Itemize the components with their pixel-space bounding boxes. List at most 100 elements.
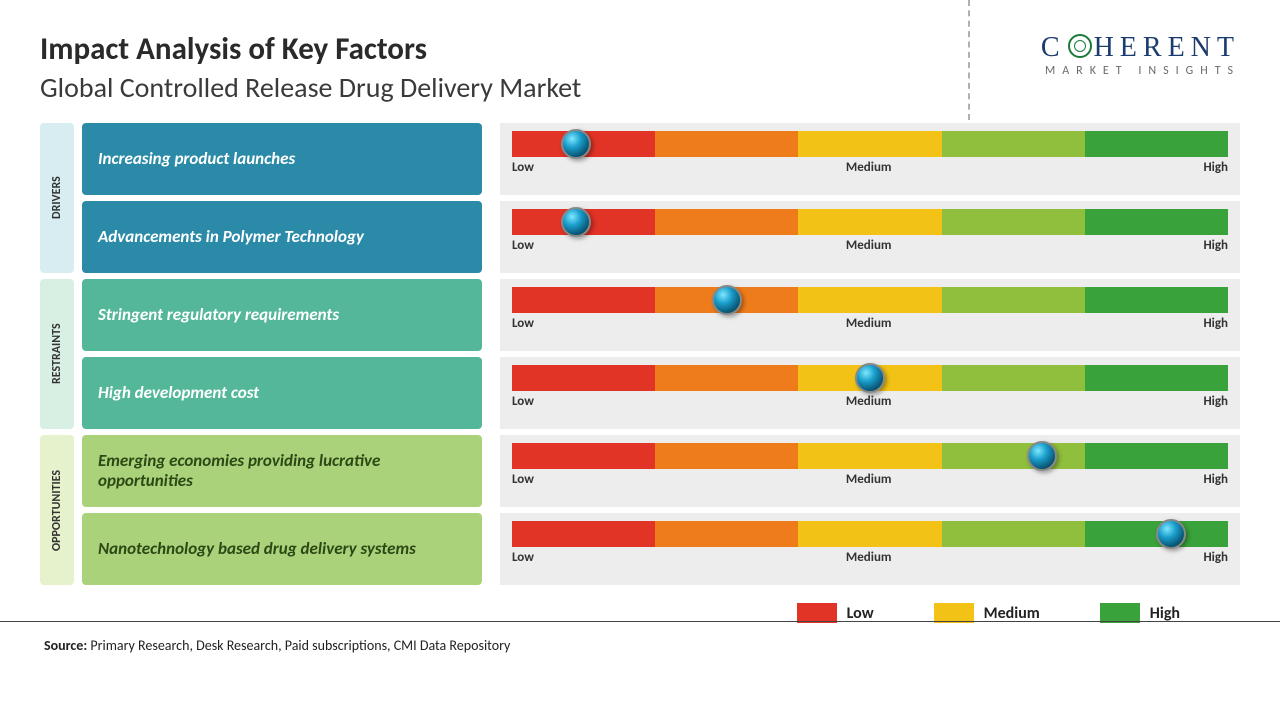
scale-knob xyxy=(1027,441,1057,471)
scale-wrap: Low Medium High xyxy=(500,513,1240,585)
scale-knob xyxy=(561,207,591,237)
scale-label-high: High xyxy=(1203,550,1228,565)
scale-segment xyxy=(942,443,1085,469)
scale-bar xyxy=(512,287,1228,313)
brand-logo: C HERENT MARKET INSIGHTS xyxy=(1041,30,1240,78)
factor-row: High development cost LowMediumHigh xyxy=(82,357,1240,429)
scale-segment xyxy=(655,521,798,547)
category-label: RESTRAINTS xyxy=(40,279,74,429)
page-subtitle: Global Controlled Release Drug Delivery … xyxy=(40,70,1041,105)
horizontal-rule xyxy=(0,621,1280,622)
scale-segment xyxy=(942,521,1085,547)
scale-segment xyxy=(798,209,941,235)
category-column: DRIVERS RESTRAINTS OPPORTUNITIES xyxy=(40,123,74,585)
source-text: Primary Research, Desk Research, Paid su… xyxy=(87,637,510,654)
category-label: DRIVERS xyxy=(40,123,74,273)
page-root: Impact Analysis of Key Factors Global Co… xyxy=(0,0,1280,664)
legend: Low Medium High xyxy=(40,585,1240,631)
factor-box: Emerging economies providing lucrative o… xyxy=(82,435,482,507)
scale-wrap: Low Medium High xyxy=(500,435,1240,507)
scale-segment xyxy=(512,287,655,313)
scale-wrap: Low Medium High xyxy=(500,123,1240,195)
scale-label-low: Low xyxy=(512,316,534,331)
source-label: Source: xyxy=(44,637,87,654)
scale-label-medium: Medium xyxy=(846,472,892,487)
scale-label-high: High xyxy=(1203,316,1228,331)
factor-box: High development cost xyxy=(82,357,482,429)
scale-segment xyxy=(942,131,1085,157)
scale-label-low: Low xyxy=(512,238,534,253)
scale-labels: LowMediumHigh xyxy=(512,394,1228,409)
legend-item: High xyxy=(1100,603,1180,623)
source-line: Source: Primary Research, Desk Research,… xyxy=(40,637,1240,654)
factor-row: Stringent regulatory requirements Low Medi… xyxy=(82,279,1240,351)
scale-bar xyxy=(512,209,1228,235)
factor-box: Nanotechnology based drug delivery syste… xyxy=(82,513,482,585)
scale-label-medium: Medium xyxy=(846,550,892,565)
scale-bar xyxy=(512,131,1228,157)
legend-swatch xyxy=(934,603,974,623)
logo-sub: MARKET INSIGHTS xyxy=(1041,64,1240,78)
scale-labels: Low Medium High xyxy=(512,550,1228,565)
scale-label-high: High xyxy=(1203,472,1228,487)
scale-labels: Low Medium High xyxy=(512,472,1228,487)
scale-label-low: Low xyxy=(512,394,534,409)
scale-wrap: Low Medium High xyxy=(500,279,1240,351)
legend-swatch xyxy=(797,603,837,623)
scale-label-low: Low xyxy=(512,550,534,565)
scale-segment xyxy=(655,443,798,469)
scale-knob xyxy=(1156,519,1186,549)
scale-label-low: Low xyxy=(512,472,534,487)
globe-icon xyxy=(1068,34,1092,58)
legend-label: Low xyxy=(847,604,874,623)
logo-text-c: C xyxy=(1041,32,1066,63)
factor-row: Nanotechnology based drug delivery syste… xyxy=(82,513,1240,585)
scale-segment xyxy=(1085,209,1228,235)
scale-label-medium: Medium xyxy=(846,238,892,253)
header-divider xyxy=(968,0,970,120)
legend-swatch xyxy=(1100,603,1140,623)
scale-segment xyxy=(798,521,941,547)
legend-item: Low xyxy=(797,603,874,623)
scale-segment xyxy=(798,443,941,469)
scale-segment xyxy=(942,287,1085,313)
rows-column: Increasing product launches Low Medium High… xyxy=(82,123,1240,585)
factor-box: Stringent regulatory requirements xyxy=(82,279,482,351)
scale-segment xyxy=(512,365,655,391)
scale-label-high: High xyxy=(1203,394,1228,409)
scale-knob xyxy=(712,285,742,315)
scale-segment xyxy=(1085,365,1228,391)
scale-wrap: Low Medium High xyxy=(500,201,1240,273)
scale-segment xyxy=(655,365,798,391)
scale-label-medium: Medium xyxy=(846,316,892,331)
scale-segment xyxy=(655,131,798,157)
title-block: Impact Analysis of Key Factors Global Co… xyxy=(40,30,1041,105)
category-label: OPPORTUNITIES xyxy=(40,435,74,585)
scale-label-high: High xyxy=(1203,238,1228,253)
logo-main: C HERENT xyxy=(1041,32,1240,64)
logo-text-rest: HERENT xyxy=(1094,32,1240,63)
scale-wrap: LowMediumHigh xyxy=(500,357,1240,429)
scale-labels: Low Medium High xyxy=(512,316,1228,331)
factor-row: Increasing product launches Low Medium High xyxy=(82,123,1240,195)
scale-segment xyxy=(1085,131,1228,157)
scale-bar xyxy=(512,521,1228,547)
chart-body: DRIVERS RESTRAINTS OPPORTUNITIES Increasin… xyxy=(40,123,1240,585)
factor-box: Increasing product launches xyxy=(82,123,482,195)
legend-label: High xyxy=(1150,604,1180,623)
legend-label: Medium xyxy=(984,604,1040,623)
scale-segment xyxy=(512,443,655,469)
scale-segment xyxy=(942,365,1085,391)
scale-segment xyxy=(798,131,941,157)
scale-segment xyxy=(512,521,655,547)
scale-segment xyxy=(942,209,1085,235)
factor-row: Advancements in Polymer TechnologyLowMed… xyxy=(82,201,1240,273)
scale-bar xyxy=(512,443,1228,469)
scale-segment xyxy=(1085,443,1228,469)
scale-knob xyxy=(855,363,885,393)
scale-label-medium: Medium xyxy=(846,160,892,175)
scale-segment xyxy=(1085,287,1228,313)
scale-label-high: High xyxy=(1203,160,1228,175)
scale-bar xyxy=(512,365,1228,391)
scale-label-low: Low xyxy=(512,160,534,175)
